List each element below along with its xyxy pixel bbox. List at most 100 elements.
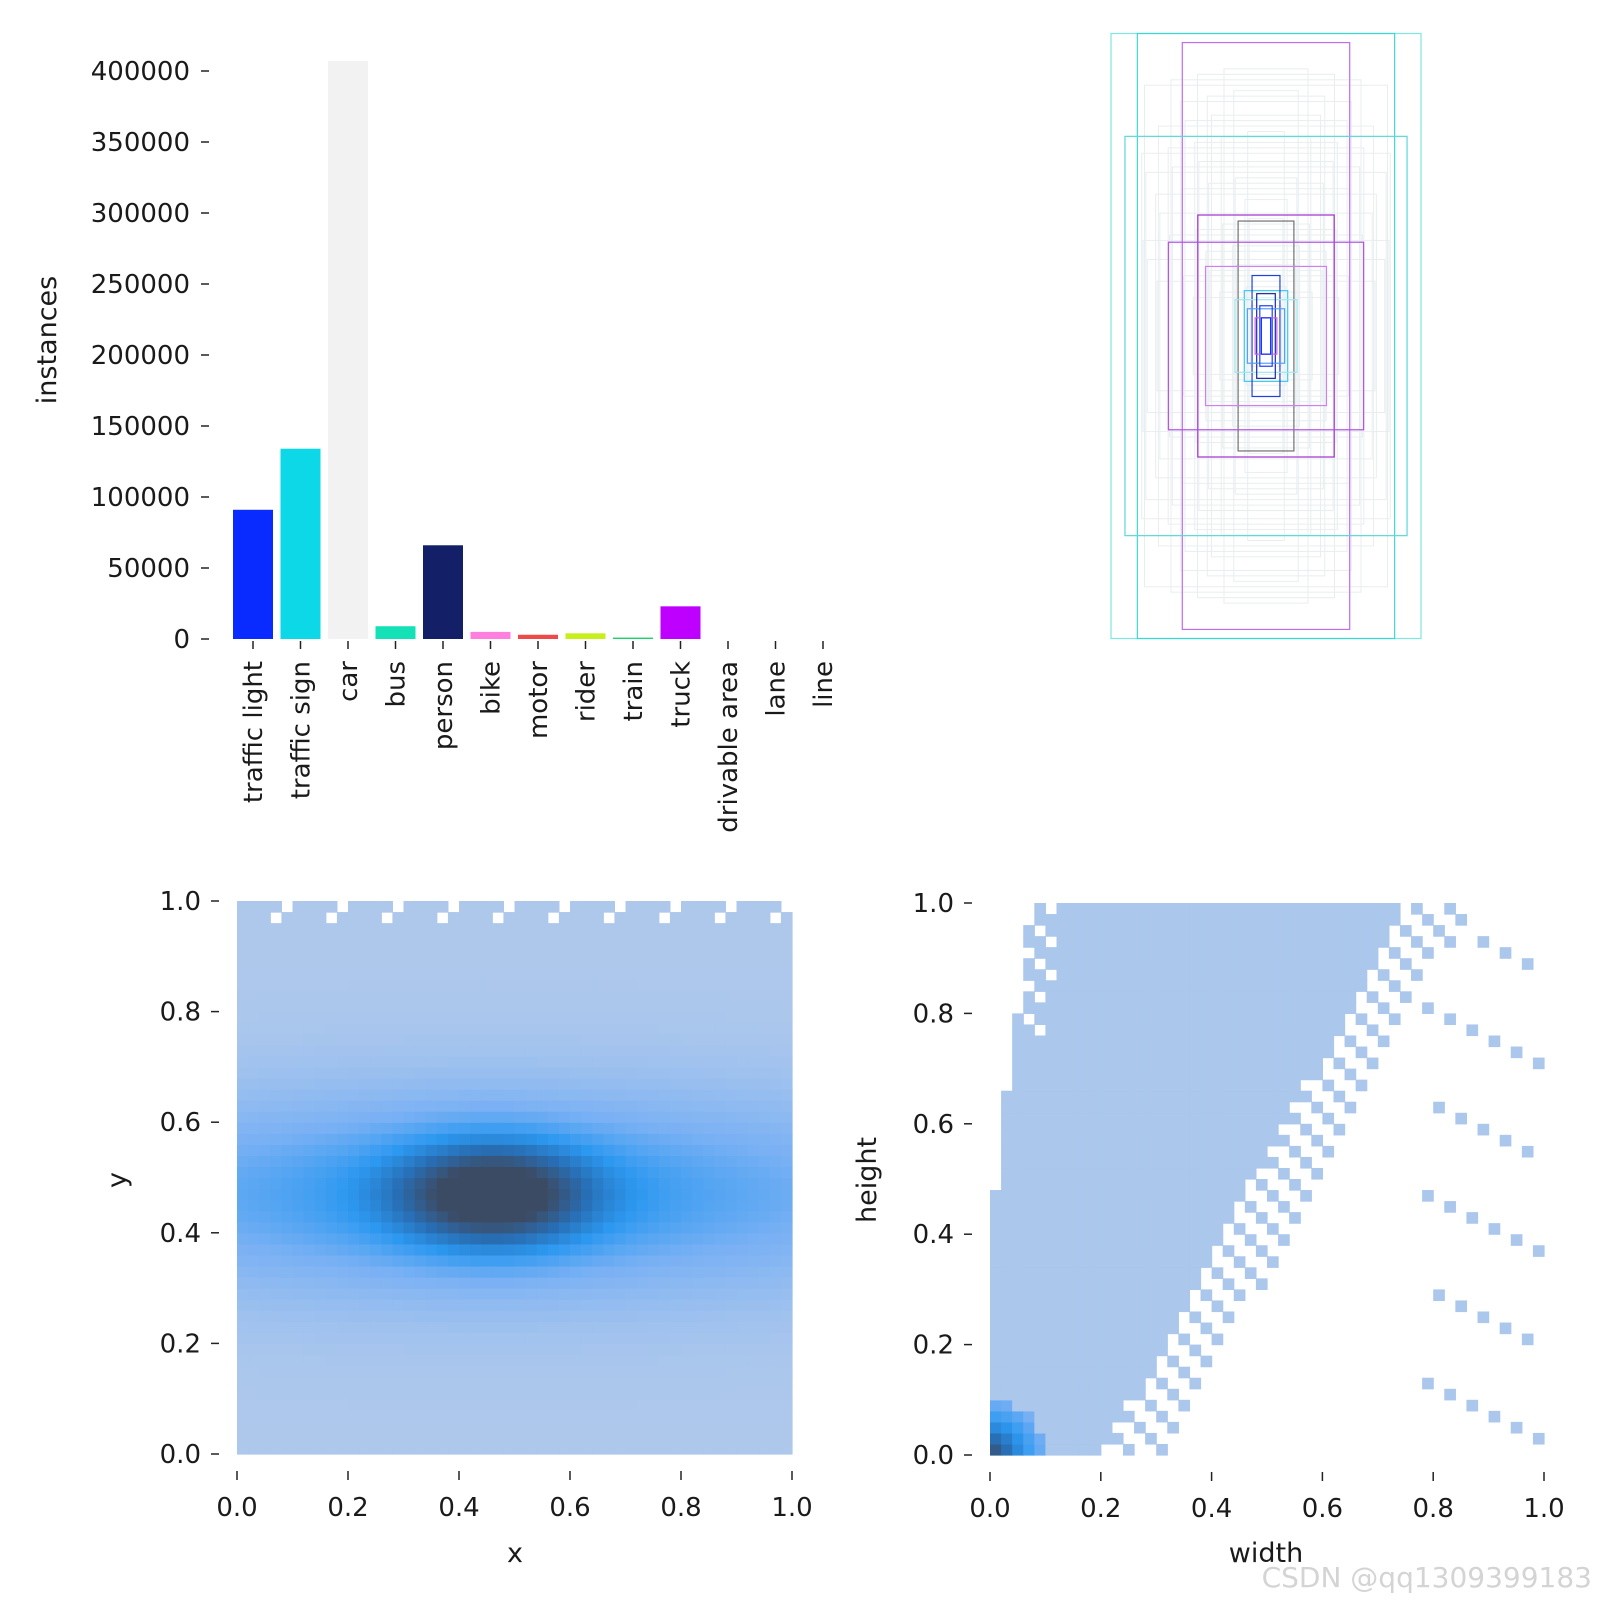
xy-cell: [758, 1431, 771, 1444]
wh-cell: [1134, 1267, 1146, 1279]
xy-cell: [725, 1365, 738, 1378]
xy-cell: [259, 989, 271, 1002]
xy-cell: [381, 1122, 393, 1134]
xy-cell: [692, 1398, 704, 1411]
wh-cell: [1067, 1201, 1080, 1213]
wh-cell: [1322, 958, 1335, 970]
xy-cell: [769, 1199, 782, 1212]
xy-cell: [558, 1188, 571, 1201]
xy-cell: [492, 1055, 504, 1068]
wh-cell: [1178, 1024, 1191, 1037]
xy-cell: [581, 1409, 593, 1422]
xy-cell: [703, 967, 715, 980]
wh-cell: [1100, 1156, 1113, 1169]
xy-cell: [514, 1232, 527, 1245]
xy-cell: [436, 901, 449, 913]
xy-cell: [736, 1365, 749, 1378]
wh-cell: [1167, 980, 1179, 992]
xy-cell: [459, 1133, 471, 1145]
xy-cell: [614, 1199, 627, 1212]
xy-cell: [503, 967, 516, 980]
xy-cell: [292, 1420, 305, 1433]
wh-cell: [1422, 947, 1434, 959]
xy-cell: [647, 1055, 660, 1068]
wh-cell: [1111, 936, 1124, 948]
wh-cell: [1034, 1333, 1046, 1346]
xy-cell: [348, 978, 360, 991]
xy-cell: [658, 1066, 671, 1079]
xy-cell: [259, 1089, 271, 1101]
wh-cell: [1078, 914, 1091, 926]
xy-cell: [636, 978, 649, 991]
xy-cell: [592, 1265, 604, 1278]
wh-cell: [1034, 1223, 1046, 1235]
xy-cell: [248, 1442, 260, 1455]
xy-cell: [325, 1365, 338, 1378]
wh-cell: [1056, 1024, 1069, 1037]
xy-cell: [325, 1155, 338, 1168]
xy-cell: [370, 1332, 382, 1344]
wh-cell: [1100, 1344, 1113, 1357]
wh-cell: [1200, 1256, 1213, 1268]
wh-cell: [1111, 1432, 1124, 1445]
xy-cell: [237, 1376, 249, 1389]
xy-cell: [459, 1442, 471, 1455]
xy-cell: [392, 1265, 405, 1278]
xy-cell: [669, 945, 682, 957]
xy-cell: [237, 1299, 249, 1311]
xy-cell: [359, 1376, 371, 1389]
xy-cell: [647, 956, 660, 968]
xy-cell: [747, 989, 760, 1002]
wh-cell: [1145, 1079, 1157, 1092]
xy-cell: [647, 1022, 660, 1035]
wh-cell: [1023, 1179, 1035, 1191]
xy-cell: [647, 923, 660, 935]
wh-cell: [1278, 969, 1290, 981]
wh-cell: [1045, 1068, 1058, 1081]
xy-cell: [581, 1254, 593, 1267]
xy-cell: [503, 1288, 516, 1300]
xy-cell: [270, 1277, 282, 1289]
box-ghost: [1156, 280, 1376, 392]
wh-cell: [1023, 1035, 1035, 1048]
wh-cell: [1211, 969, 1224, 981]
wh-cell: [1045, 1167, 1058, 1180]
wh-cell: [1067, 936, 1080, 948]
xy-cell: [547, 1299, 560, 1311]
xy-cell: [625, 1321, 638, 1333]
xy-cell: [725, 1354, 738, 1367]
wh-cell: [1045, 1388, 1058, 1401]
xy-cell: [636, 1387, 649, 1400]
bar-rider: [565, 633, 606, 639]
xy-cell: [603, 1166, 615, 1179]
xy-cell: [425, 912, 438, 924]
xy-cell: [536, 1177, 549, 1190]
wh-cell: [1278, 1013, 1290, 1026]
wh-cell: [1322, 925, 1335, 937]
xy-cell: [503, 923, 516, 935]
xy-cell: [436, 1288, 449, 1300]
xy-cell: [348, 1365, 360, 1378]
wh-cell: [1078, 1300, 1091, 1313]
xy-cell: [381, 1409, 393, 1422]
xy-cell: [303, 1354, 316, 1367]
wh-cell: [1145, 947, 1157, 959]
xy-cell: [558, 1066, 571, 1079]
wh-cell: [1211, 903, 1224, 915]
wh-cell: [1189, 969, 1202, 981]
xy-cell: [314, 1409, 327, 1422]
xy-cell: [381, 1210, 393, 1223]
wh-cell: [1255, 1123, 1268, 1136]
xy-cell: [381, 1288, 393, 1300]
xy-cell: [636, 1221, 649, 1234]
xy-cell: [392, 1133, 405, 1145]
xy-cell: [703, 901, 715, 913]
wh-cell: [1311, 958, 1323, 970]
xy-cell: [370, 1210, 382, 1223]
xy-cell: [281, 1055, 294, 1068]
xy-cell: [692, 1122, 704, 1134]
box-outline: [1234, 299, 1298, 373]
xy-cell: [336, 1254, 349, 1267]
wh-cell: [1045, 1079, 1058, 1092]
xy-cell: [303, 945, 316, 957]
